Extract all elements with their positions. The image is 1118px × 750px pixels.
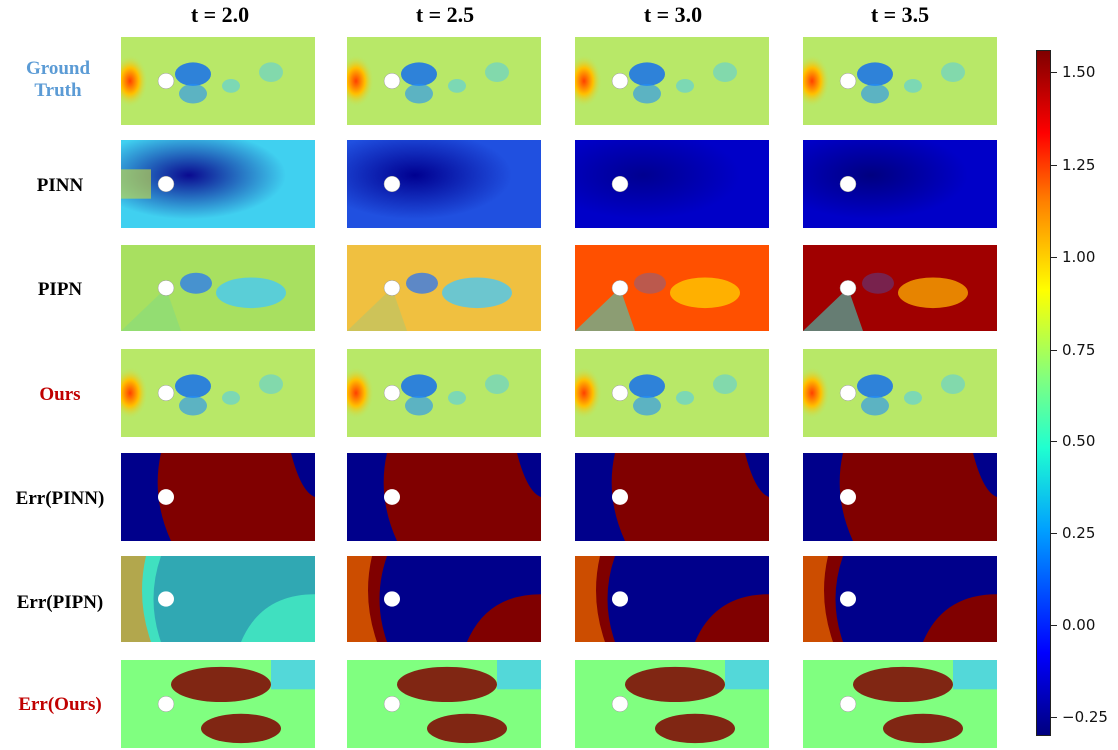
column-header-t2.5: t = 2.5 — [415, 2, 475, 27]
panel-err-pinn-col3 — [575, 453, 769, 541]
colorbar-tick-label: 0.00 — [1062, 616, 1096, 634]
panel-pipn-col1 — [121, 245, 315, 331]
panel-ground-truth-col1 — [121, 37, 315, 125]
colorbar-tick-mark — [1051, 350, 1057, 351]
panel-err-pipn-col4 — [803, 556, 997, 642]
colorbar-tick-label: 0.50 — [1062, 432, 1096, 450]
panel-err-ours-col1 — [121, 660, 315, 748]
colorbar-tick-mark — [1051, 257, 1057, 258]
panel-ground-truth-col2 — [347, 37, 541, 125]
panel-err-pipn-col3 — [575, 556, 769, 642]
panel-ground-truth-col4 — [803, 37, 997, 125]
colorbar-tick-label: 1.00 — [1062, 248, 1096, 266]
colorbar-tick-label: 0.75 — [1062, 341, 1096, 359]
colorbar-tick-mark — [1051, 165, 1057, 166]
panel-pipn-col2 — [347, 245, 541, 331]
panel-pipn-col4 — [803, 245, 997, 331]
panel-err-pipn-col2 — [347, 556, 541, 642]
panel-err-ours-col4 — [803, 660, 997, 748]
colorbar-tick-label: 0.25 — [1062, 524, 1096, 542]
row-label-ground-truth: Ground Truth — [25, 58, 91, 101]
panel-err-pipn-col1 — [121, 556, 315, 642]
row-label-err-ours: Err(Ours) — [18, 694, 102, 715]
panel-ours-col1 — [121, 349, 315, 437]
panel-err-pinn-col4 — [803, 453, 997, 541]
column-header-t2.0: t = 2.0 — [190, 2, 250, 27]
colorbar-tick-mark — [1051, 717, 1057, 718]
panel-ours-col4 — [803, 349, 997, 437]
panel-pinn-col2 — [347, 140, 541, 228]
colorbar — [1036, 50, 1051, 736]
panel-err-pinn-col1 — [121, 453, 315, 541]
colorbar-tick-label: −0.25 — [1062, 708, 1108, 726]
column-header-t3.0: t = 3.0 — [643, 2, 703, 27]
row-label-ours: Ours — [39, 384, 81, 405]
colorbar-tick-label: 1.50 — [1062, 63, 1096, 81]
colorbar-tick-label: 1.25 — [1062, 156, 1096, 174]
row-label-pinn: PINN — [36, 175, 84, 196]
row-label-err-pipn: Err(PIPN) — [16, 592, 104, 613]
colorbar-tick-mark — [1051, 533, 1057, 534]
panel-err-ours-col3 — [575, 660, 769, 748]
panel-ground-truth-col3 — [575, 37, 769, 125]
panel-pinn-col1 — [121, 140, 315, 228]
row-label-pipn: PIPN — [37, 279, 83, 300]
panel-pinn-col4 — [803, 140, 997, 228]
panel-err-pinn-col2 — [347, 453, 541, 541]
colorbar-tick-mark — [1051, 441, 1057, 442]
panel-pipn-col3 — [575, 245, 769, 331]
panel-ours-col2 — [347, 349, 541, 437]
row-label-err-pinn: Err(PINN) — [15, 488, 105, 509]
column-header-t3.5: t = 3.5 — [870, 2, 930, 27]
colorbar-tick-mark — [1051, 625, 1057, 626]
panel-ours-col3 — [575, 349, 769, 437]
colorbar-tick-mark — [1051, 72, 1057, 73]
panel-pinn-col3 — [575, 140, 769, 228]
panel-err-ours-col2 — [347, 660, 541, 748]
